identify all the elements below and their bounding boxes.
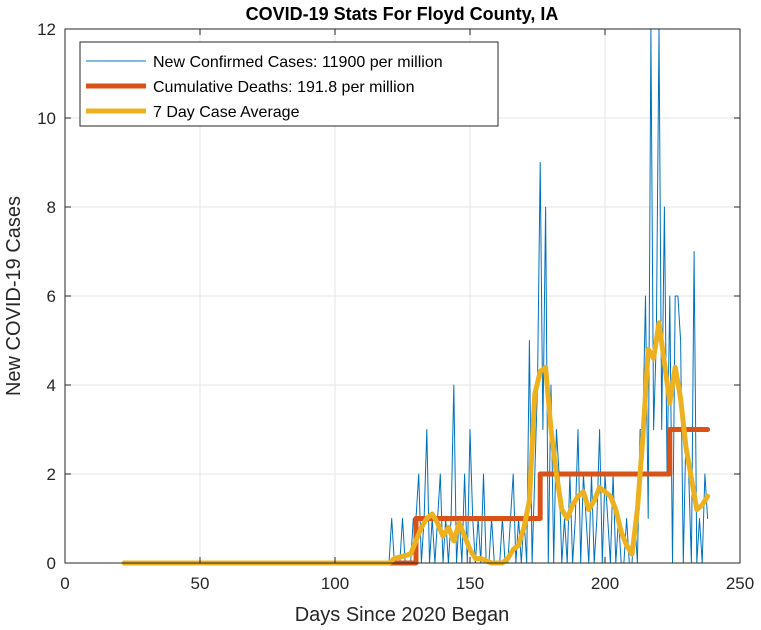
y-tick-label: 12 xyxy=(37,20,56,39)
x-tick-label: 150 xyxy=(456,574,484,593)
legend-entry-cumulative-deaths: Cumulative Deaths: 191.8 per million xyxy=(153,79,414,96)
y-tick-label: 0 xyxy=(47,554,56,573)
series-layer xyxy=(121,28,711,566)
legend: New Confirmed Cases: 11900 per million C… xyxy=(79,41,499,127)
legend-entry-7-day-average: 7 Day Case Average xyxy=(153,104,300,121)
y-tick-label: 2 xyxy=(47,465,56,484)
x-tick-label: 100 xyxy=(321,574,349,593)
legend-entry-new-cases: New Confirmed Cases: 11900 per million xyxy=(153,54,443,71)
x-axis-label: Days Since 2020 Began xyxy=(295,604,510,626)
y-tick-label: 10 xyxy=(37,109,56,128)
x-tick-label: 200 xyxy=(591,574,619,593)
y-tick-label: 6 xyxy=(47,287,56,306)
x-tick-label: 50 xyxy=(191,574,210,593)
ticks xyxy=(64,28,741,564)
y-tick-label: 8 xyxy=(47,198,56,217)
series-cumulative-deaths xyxy=(121,427,711,566)
series-new-confirmed-cases xyxy=(123,28,709,564)
y-axis-label: New COVID-19 Cases xyxy=(3,196,25,396)
chart-title: COVID-19 Stats For Floyd County, IA xyxy=(246,4,559,24)
tick-labels: 0 50 100 150 200 250 0 2 4 6 8 10 12 xyxy=(37,20,754,593)
x-tick-label: 250 xyxy=(726,574,754,593)
y-tick-label: 4 xyxy=(47,376,56,395)
legend-box xyxy=(79,41,499,127)
series-7-day-average xyxy=(121,320,711,566)
x-tick-label: 0 xyxy=(60,574,69,593)
